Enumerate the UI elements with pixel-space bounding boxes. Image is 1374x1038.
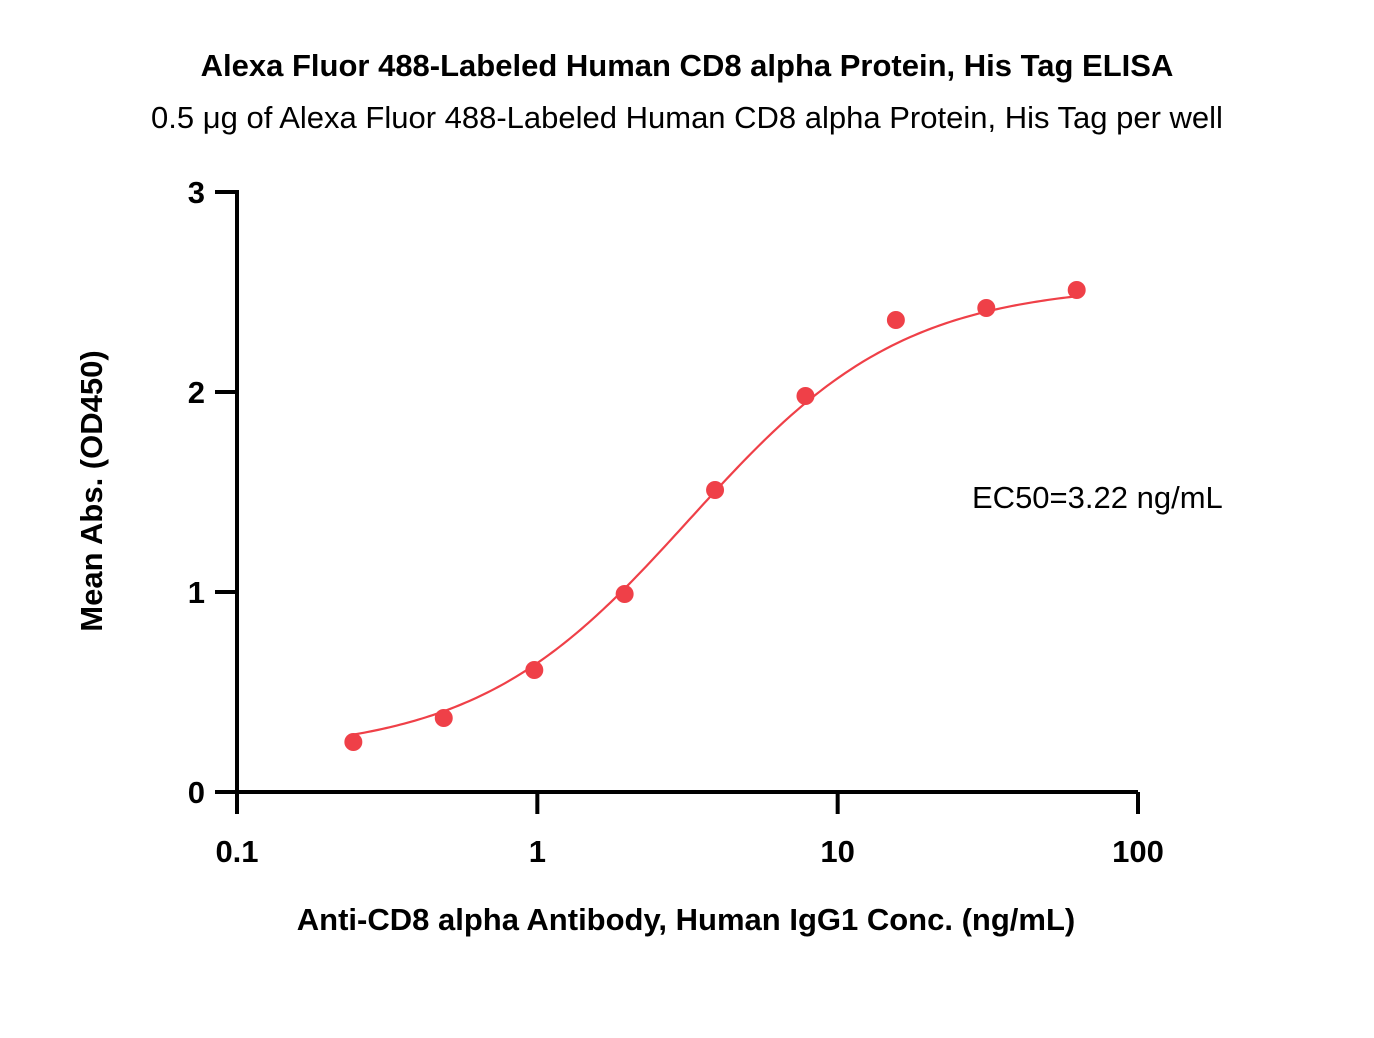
x-tick-label: 0.1 — [215, 834, 258, 869]
data-point — [977, 299, 996, 317]
x-ticks: 0.1 1 10 100 — [215, 792, 1164, 869]
data-points — [344, 281, 1086, 751]
data-point — [434, 709, 453, 727]
chart-subtitle: 0.5 μg of Alexa Fluor 488-Labeled Human … — [151, 100, 1223, 135]
data-point — [886, 311, 905, 329]
data-point — [1067, 281, 1086, 299]
data-point — [615, 585, 634, 603]
x-tick-label: 1 — [529, 834, 546, 869]
chart-title: Alexa Fluor 488-Labeled Human CD8 alpha … — [200, 48, 1174, 83]
y-ticks: 0 1 2 3 — [188, 175, 237, 810]
y-tick-label: 0 — [188, 775, 205, 810]
fit-curve — [353, 295, 1077, 736]
data-point — [344, 733, 363, 751]
ec50-annotation: EC50=3.22 ng/mL — [972, 480, 1223, 515]
x-tick-label: 100 — [1112, 834, 1164, 869]
y-tick-label: 2 — [188, 375, 205, 410]
axes: 0 1 2 3 0.1 1 10 100 — [188, 175, 1164, 869]
x-tick-label: 10 — [820, 834, 854, 869]
data-point — [525, 661, 544, 679]
y-tick-label: 1 — [188, 575, 205, 610]
data-point — [706, 481, 725, 499]
y-tick-label: 3 — [188, 175, 205, 210]
plot-area — [344, 281, 1086, 751]
y-axis-label: Mean Abs. (OD450) — [74, 350, 109, 631]
x-axis-label: Anti-CD8 alpha Antibody, Human IgG1 Conc… — [297, 902, 1075, 937]
data-point — [796, 387, 815, 405]
